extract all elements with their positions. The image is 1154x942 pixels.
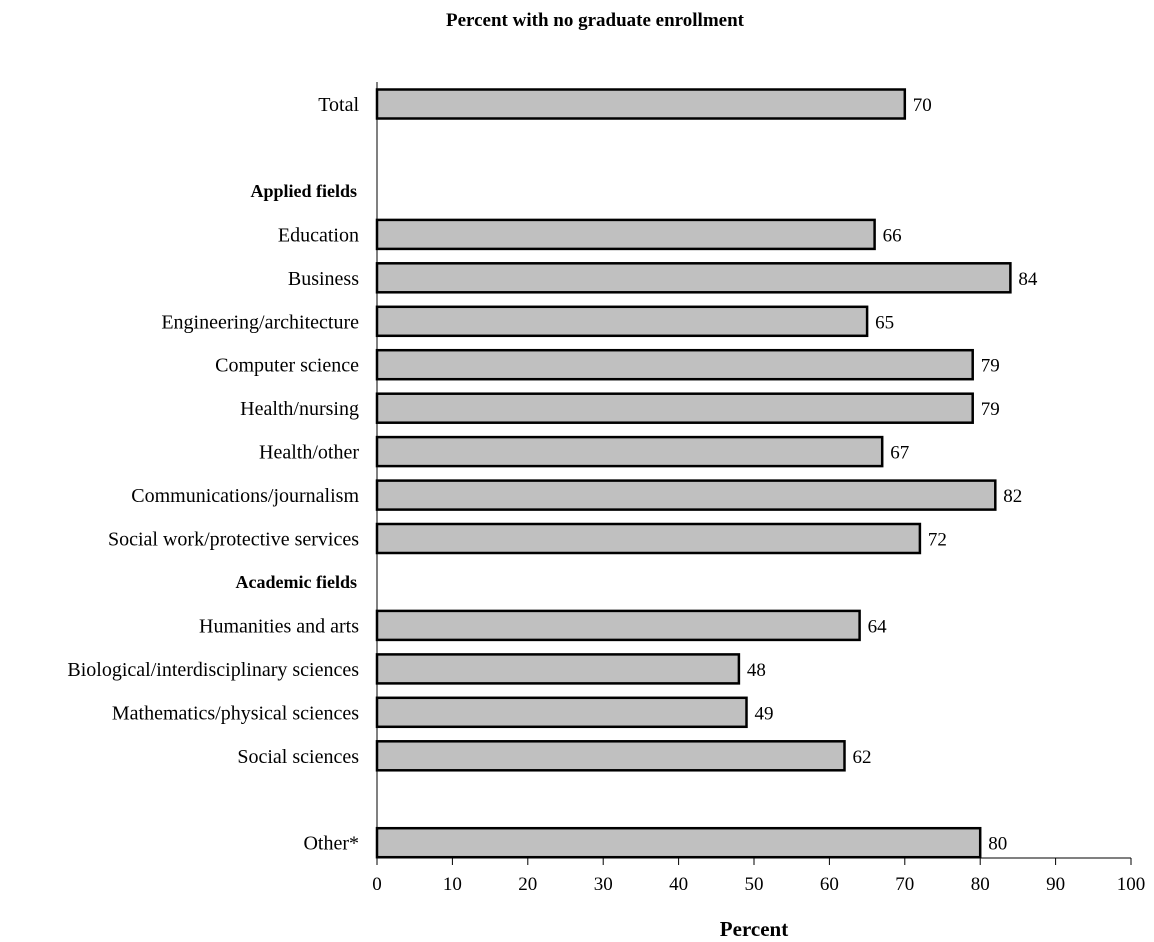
data-label: 49	[755, 703, 774, 724]
bar	[375, 305, 869, 338]
x-tick-label: 80	[971, 874, 990, 895]
bar	[375, 609, 861, 642]
category-label: Education	[278, 224, 359, 246]
category-label: Total	[318, 94, 359, 116]
category-label: Communications/journalism	[131, 485, 359, 507]
x-tick-label: 50	[745, 874, 764, 895]
bar	[375, 696, 748, 729]
group-heading: Academic fields	[236, 572, 357, 592]
data-label: 79	[981, 356, 1000, 377]
bar	[375, 740, 846, 772]
x-tick-label: 30	[594, 874, 613, 895]
bar	[375, 88, 907, 120]
chart-title: Percent with no graduate enrollment	[446, 10, 745, 31]
category-label: Humanities and arts	[199, 615, 359, 637]
data-label: 67	[890, 443, 909, 464]
bar	[375, 479, 997, 511]
category-label: Biological/interdisciplinary sciences	[67, 659, 359, 681]
data-label: 79	[981, 399, 1000, 420]
x-tick-label: 100	[1117, 874, 1146, 895]
x-tick-label: 20	[518, 874, 537, 895]
bar	[375, 218, 876, 251]
data-label: 82	[1003, 486, 1022, 507]
bar	[375, 392, 974, 424]
x-tick-label: 90	[1046, 874, 1065, 895]
category-label: Engineering/architecture	[161, 311, 359, 333]
x-tick-label: 60	[820, 874, 839, 895]
x-tick-label: 0	[372, 874, 382, 895]
category-label: Business	[288, 268, 359, 290]
data-label: 66	[883, 225, 902, 246]
bar	[375, 262, 1012, 294]
data-label: 65	[875, 312, 894, 333]
data-label: 72	[928, 530, 947, 551]
category-label: Health/other	[259, 442, 359, 464]
data-label: 64	[868, 616, 888, 637]
x-tick-label: 70	[895, 874, 914, 895]
bar	[375, 522, 922, 555]
category-label: Other*	[303, 833, 359, 855]
bar	[375, 348, 974, 381]
x-tick-label: 40	[669, 874, 688, 895]
category-label: Mathematics/physical sciences	[112, 702, 359, 724]
data-label: 48	[747, 660, 766, 681]
x-tick-label: 10	[443, 874, 462, 895]
data-label: 80	[988, 834, 1007, 855]
plot-area: Total 70 Applied fields Education 66 Business…	[67, 82, 1145, 895]
category-label: Social work/protective services	[108, 529, 359, 551]
group-heading: Applied fields	[250, 181, 357, 201]
data-label: 70	[913, 95, 932, 116]
bar	[375, 653, 741, 685]
x-axis-label: Percent	[720, 917, 788, 941]
bar	[375, 435, 884, 468]
data-label: 62	[853, 747, 872, 768]
category-label: Health/nursing	[240, 398, 359, 420]
category-label: Social sciences	[237, 746, 359, 768]
data-label: 84	[1018, 269, 1038, 290]
bar	[375, 826, 982, 859]
category-label: Computer science	[215, 355, 359, 377]
